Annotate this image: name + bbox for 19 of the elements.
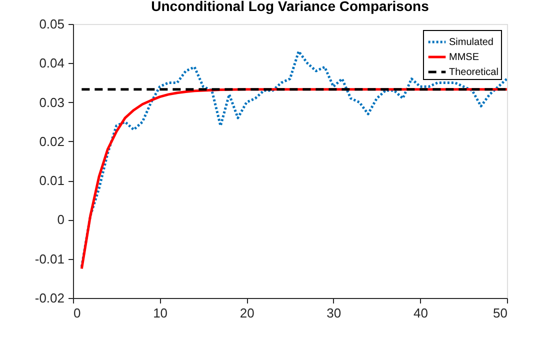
y-tick-label: 0.03 [39,94,64,110]
y-tick-label: 0 [57,212,64,228]
chart-title: Unconditional Log Variance Comparisons [151,0,430,14]
legend-label: Theoretical [449,67,498,78]
y-tick-label: -0.01 [34,251,64,266]
x-tick-label: 40 [413,306,428,320]
line-series [80,50,507,268]
x-tick-label: 0 [74,306,81,320]
y-tick-label: 0.04 [39,56,64,71]
x-tick-label: 10 [153,306,168,320]
y-tick-label: -0.02 [34,290,64,306]
x-tick-label: 20 [240,306,254,320]
legend-label: MMSE [449,52,480,63]
y-tick-label: 0.01 [39,173,64,188]
x-tick-label: 50 [493,306,508,320]
y-tick-label: 0.02 [39,134,64,149]
legend-label: Simulated [449,37,494,48]
x-tick-label: 30 [326,306,342,320]
y-tick-label: 0.05 [39,16,64,32]
